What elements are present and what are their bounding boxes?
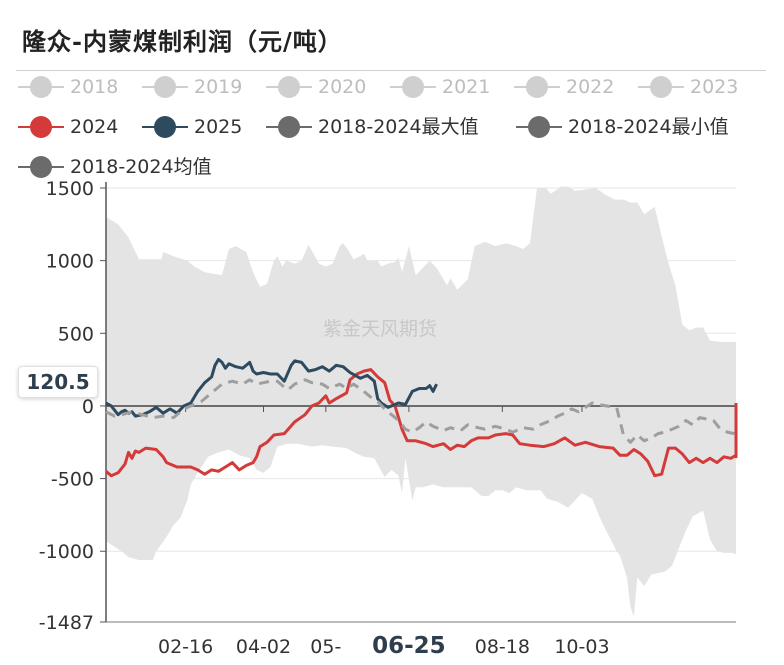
legend-label: 2018-2024均值 bbox=[70, 156, 212, 178]
x-tick-label: 05- bbox=[310, 636, 341, 658]
x-tick-label: 06-25 bbox=[372, 633, 446, 659]
legend-item-2018-2024均值[interactable]: 2018-2024均值 bbox=[18, 156, 212, 178]
legend-marker-icon bbox=[266, 76, 312, 98]
legend-item-2020[interactable]: 2020 bbox=[266, 76, 366, 98]
y-tick-label: 0 bbox=[82, 396, 94, 418]
legend-label: 2022 bbox=[566, 76, 615, 98]
legend-label: 2018-2024最小值 bbox=[568, 116, 729, 138]
x-tick-label: 04-02 bbox=[236, 636, 291, 658]
legend-marker-icon bbox=[18, 116, 64, 138]
legend-label: 2018 bbox=[70, 76, 119, 98]
range-band-max-min bbox=[106, 186, 736, 617]
legend-marker-icon bbox=[638, 76, 684, 98]
legend-marker-icon bbox=[516, 116, 562, 138]
legend-label: 2024 bbox=[70, 116, 119, 138]
legend-marker-icon bbox=[390, 76, 436, 98]
y-tick-label: -500 bbox=[51, 469, 94, 491]
legend-item-2018-2024最大值[interactable]: 2018-2024最大值 bbox=[266, 116, 479, 138]
x-tick-label: 02-16 bbox=[158, 636, 213, 658]
watermark: 紫金天风期货 bbox=[323, 318, 438, 340]
legend-item-2018[interactable]: 2018 bbox=[18, 76, 118, 98]
legend-label: 2019 bbox=[194, 76, 243, 98]
legend-marker-icon bbox=[142, 76, 188, 98]
series-line-2024 bbox=[105, 368, 738, 478]
y-tick-label: 500 bbox=[58, 323, 94, 345]
title-divider bbox=[16, 70, 766, 71]
legend-label: 2025 bbox=[194, 116, 243, 138]
legend-label: 2020 bbox=[318, 76, 367, 98]
series-line-2018-2024均值 bbox=[105, 378, 735, 444]
y-tick-label: 1500 bbox=[46, 178, 94, 200]
legend-marker-icon bbox=[266, 116, 312, 138]
legend-item-2025[interactable]: 2025 bbox=[142, 116, 242, 138]
legend-item-2019[interactable]: 2019 bbox=[142, 76, 242, 98]
x-tick-label: 08-18 bbox=[475, 636, 530, 658]
legend-label: 2018-2024最大值 bbox=[318, 116, 479, 138]
legend-item-2024[interactable]: 2024 bbox=[18, 116, 118, 138]
legend-item-2021[interactable]: 2021 bbox=[390, 76, 490, 98]
y-tick-label: -1487 bbox=[39, 612, 94, 634]
legend-item-2022[interactable]: 2022 bbox=[514, 76, 614, 98]
latest-value-callout: 120.5 bbox=[18, 366, 98, 398]
chart-title: 隆众-内蒙煤制利润（元/吨） bbox=[22, 27, 343, 56]
y-tick-label: 1000 bbox=[46, 251, 94, 273]
legend-item-2018-2024最小值[interactable]: 2018-2024最小值 bbox=[516, 116, 729, 138]
legend-label: 2023 bbox=[690, 76, 739, 98]
legend-marker-icon bbox=[18, 76, 64, 98]
y-tick-label: -1000 bbox=[39, 541, 94, 563]
legend-marker-icon bbox=[142, 116, 188, 138]
x-tick-label: 10-03 bbox=[554, 636, 609, 658]
series-line-2025 bbox=[105, 357, 438, 418]
legend-label: 2021 bbox=[442, 76, 491, 98]
legend-marker-icon bbox=[514, 76, 560, 98]
legend-item-2023[interactable]: 2023 bbox=[638, 76, 738, 98]
legend-marker-icon bbox=[18, 156, 64, 178]
